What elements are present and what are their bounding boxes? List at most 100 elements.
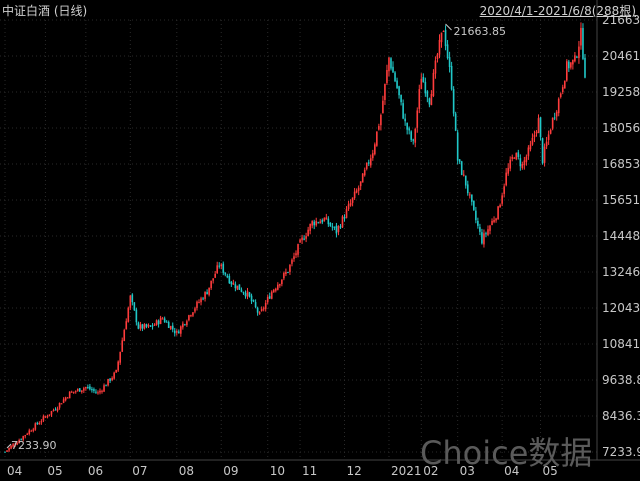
- candle-body: [163, 318, 166, 323]
- candle-body: [335, 225, 338, 234]
- candle-body: [293, 256, 295, 260]
- candle-body: [464, 175, 467, 186]
- candle-body: [60, 403, 63, 405]
- candle-body: [18, 440, 20, 444]
- candle-body: [481, 232, 483, 244]
- candle-body: [184, 324, 186, 326]
- watermark-text: Choice数据: [420, 434, 593, 472]
- candle-body: [424, 81, 427, 94]
- candle-body: [543, 146, 546, 163]
- candle-body: [430, 93, 433, 106]
- candle-body: [212, 278, 214, 281]
- candle-body: [190, 315, 192, 317]
- candle-body: [513, 157, 516, 159]
- candle-body: [10, 445, 12, 449]
- candle-body: [438, 39, 441, 55]
- candle-body: [46, 416, 49, 418]
- candle-body: [305, 236, 307, 239]
- candle-body: [563, 80, 566, 89]
- date-range-link[interactable]: 2020/4/1-2021/6/8(288根): [479, 4, 636, 18]
- candle-body: [200, 298, 202, 303]
- candle-body: [113, 372, 115, 379]
- candle-body: [454, 113, 457, 131]
- y-tick-label: 19258.8: [602, 85, 640, 99]
- max-label: 21663.85: [454, 25, 507, 38]
- candle-body: [127, 307, 130, 322]
- x-tick-label: 08: [179, 464, 194, 478]
- candle-body: [103, 385, 105, 392]
- candle-body: [479, 227, 481, 232]
- candle-body: [545, 141, 548, 147]
- candle-body: [4, 451, 6, 453]
- candle-body: [85, 386, 87, 389]
- y-tick-label: 7233.90: [602, 445, 640, 459]
- candle-body: [436, 54, 439, 60]
- candle-body: [72, 391, 75, 393]
- candle-body: [139, 324, 142, 329]
- candle-body: [268, 296, 271, 299]
- candle-body: [382, 100, 384, 114]
- candle-body: [452, 89, 455, 114]
- y-tick-label: 21663.8: [602, 13, 640, 27]
- candle-body: [376, 131, 378, 146]
- candle-body: [97, 392, 99, 394]
- y-tick-label: 14448.8: [602, 229, 640, 243]
- candle-body: [155, 320, 158, 326]
- candle-body: [535, 131, 538, 134]
- candle-body: [309, 224, 311, 231]
- candle-body: [230, 281, 233, 285]
- candle-body: [129, 295, 132, 308]
- candle-body: [495, 218, 497, 221]
- candle-body: [99, 390, 101, 393]
- candle-body: [432, 72, 435, 96]
- candle-body: [537, 118, 540, 134]
- y-tick-label: 16853.8: [602, 157, 640, 171]
- candle-body: [349, 202, 352, 206]
- candle-body: [270, 291, 273, 299]
- candle-body: [497, 206, 499, 220]
- candle-body: [404, 118, 406, 122]
- candle-body: [450, 65, 453, 90]
- candle-body: [295, 253, 297, 256]
- candle-body: [93, 389, 95, 391]
- candle-body: [12, 444, 14, 447]
- candle-body: [505, 172, 507, 186]
- candle-body: [111, 377, 113, 381]
- candle-body: [58, 403, 61, 408]
- candle-body: [87, 387, 89, 389]
- candle-body: [236, 285, 239, 290]
- candle-body: [159, 317, 162, 324]
- candle-body: [487, 229, 489, 235]
- candle-body: [491, 220, 493, 225]
- candle-body: [525, 156, 528, 162]
- candle-body: [131, 294, 134, 303]
- candle-body: [307, 229, 309, 237]
- candle-body: [378, 126, 380, 130]
- candle-body: [327, 218, 330, 225]
- candle-body: [434, 60, 437, 74]
- candle-body: [232, 282, 235, 285]
- candle-body: [20, 439, 22, 441]
- candle-body: [553, 117, 556, 119]
- candle-body: [153, 324, 156, 326]
- x-tick-label: 2021: [391, 464, 422, 478]
- candle-body: [34, 423, 37, 430]
- candle-body: [468, 194, 471, 196]
- candle-body: [521, 164, 524, 168]
- x-tick-label: 09: [223, 464, 238, 478]
- candle-body: [456, 132, 459, 161]
- candle-body: [250, 295, 253, 302]
- candle-body: [426, 91, 429, 98]
- candle-body: [89, 386, 91, 390]
- candle-body: [444, 29, 447, 47]
- candle-body: [557, 98, 560, 114]
- x-tick-label: 02: [423, 464, 438, 478]
- candle-body: [147, 325, 150, 327]
- candle-body: [323, 218, 326, 222]
- candle-body: [204, 291, 206, 299]
- candle-body: [547, 134, 550, 140]
- candle-body: [396, 80, 398, 89]
- candle-body: [32, 429, 35, 431]
- candle-body: [359, 181, 362, 187]
- candle-body: [343, 217, 346, 219]
